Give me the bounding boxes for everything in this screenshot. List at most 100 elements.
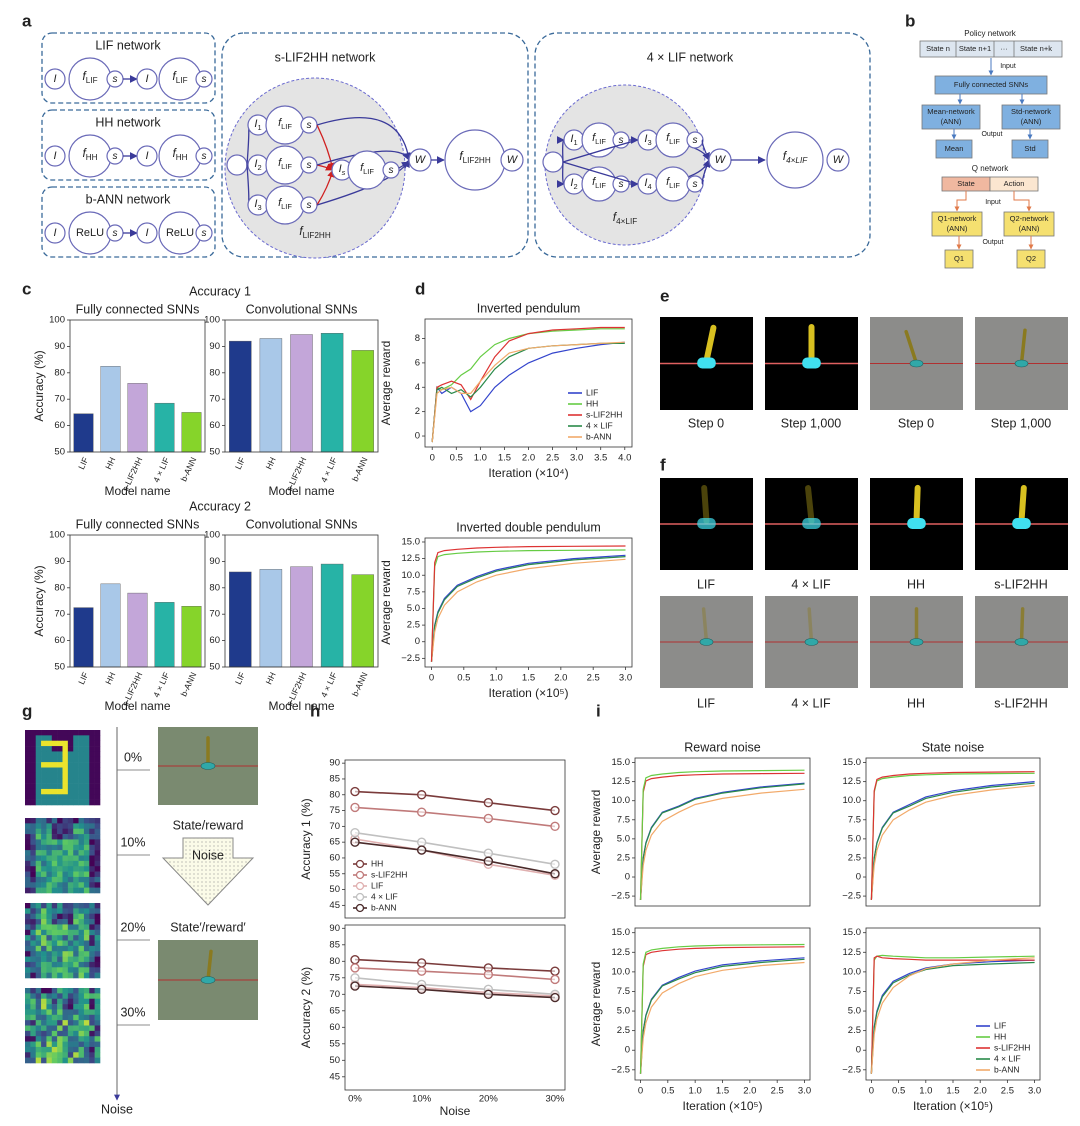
pixel — [57, 882, 63, 888]
block — [944, 249, 974, 269]
pixel — [35, 1030, 42, 1037]
pixel — [25, 908, 31, 915]
node-label: fLIF2HH — [459, 149, 491, 165]
label-part: I — [145, 73, 148, 85]
pixel — [67, 767, 74, 774]
data-point — [550, 966, 560, 976]
label-part: 4×LIF — [786, 156, 808, 165]
pixel — [73, 940, 79, 947]
label-part: I — [644, 133, 647, 145]
pixel — [78, 940, 85, 947]
pixel — [67, 1036, 74, 1042]
node-label: s — [202, 228, 207, 239]
pixel — [73, 788, 79, 795]
x-tick-label: 3.5 — [594, 453, 607, 464]
pixel — [46, 850, 53, 856]
node-label: I3 — [644, 133, 651, 147]
label: State n — [926, 44, 950, 53]
y-axis-label: Average reward — [379, 341, 393, 426]
pixel — [25, 1020, 31, 1026]
y-tick-label: 12.5 — [402, 553, 421, 564]
pixel — [35, 1046, 42, 1053]
pixel — [67, 935, 74, 941]
pixel — [57, 1014, 63, 1021]
chart-title: Reward noise — [684, 740, 760, 754]
pixel — [57, 1046, 63, 1053]
series-line — [354, 806, 556, 828]
pixel — [46, 871, 53, 878]
label-part: HH — [86, 153, 98, 162]
pixel — [46, 788, 53, 795]
pixel — [41, 788, 47, 795]
pixel — [67, 929, 74, 936]
node-label: I — [145, 150, 148, 162]
pixel — [30, 794, 37, 800]
pixel — [78, 772, 85, 779]
pixel — [67, 951, 74, 957]
pixel — [35, 998, 42, 1005]
pixel — [89, 844, 95, 851]
pixel — [25, 876, 31, 883]
pixel — [51, 967, 58, 973]
pixel — [25, 772, 31, 779]
pixel — [73, 1004, 79, 1010]
pixel — [51, 871, 58, 878]
pixel — [73, 935, 79, 941]
pixel — [35, 751, 42, 758]
label-part: f — [592, 176, 596, 188]
pixel — [51, 1009, 58, 1016]
pixel — [57, 913, 63, 920]
pixel — [51, 794, 58, 800]
pole — [703, 324, 717, 364]
label-part: 3 — [257, 203, 261, 212]
plot-frame — [69, 319, 206, 453]
pixel — [30, 788, 37, 795]
label-part: I — [254, 198, 257, 210]
x-tick-label: HH — [103, 456, 117, 471]
pixel — [25, 866, 31, 872]
pixel — [41, 1030, 47, 1037]
pixel — [30, 751, 37, 758]
pixel — [51, 788, 58, 795]
node-label: ReLU — [166, 227, 194, 239]
pixel — [78, 1030, 85, 1037]
pixel — [25, 903, 31, 909]
pixel — [30, 967, 37, 973]
pixel — [57, 1020, 63, 1026]
bar — [351, 350, 374, 453]
legend-label: HH — [586, 398, 598, 408]
label: 4 × LIF — [791, 696, 831, 710]
pixel — [78, 988, 85, 994]
pixel — [94, 818, 101, 824]
pixel — [41, 767, 47, 774]
label-part: I — [644, 177, 647, 189]
input-node — [44, 222, 66, 244]
pixel — [41, 794, 47, 800]
label: 20% — [120, 920, 145, 934]
pixel — [89, 834, 95, 840]
pixel — [41, 998, 47, 1005]
pixel — [46, 834, 53, 840]
pixel — [78, 929, 85, 936]
pixel — [46, 799, 53, 806]
data-point — [416, 790, 427, 800]
data-point — [350, 837, 360, 847]
spike-node — [195, 147, 213, 165]
pixel — [57, 783, 63, 790]
pixel — [94, 844, 101, 851]
label-part: f — [82, 69, 87, 83]
pixel — [83, 961, 90, 968]
chart-title: Convolutional SNNs — [246, 302, 358, 316]
y-tick-label: 65 — [329, 837, 340, 848]
y-tick-label: 2.5 — [848, 852, 861, 863]
pixel — [51, 767, 58, 774]
label: Std-network — [1011, 107, 1051, 116]
pixel — [51, 945, 58, 952]
pixel — [67, 1046, 74, 1053]
pixel — [78, 794, 85, 800]
pixel — [46, 908, 53, 915]
pixel — [30, 746, 37, 752]
y-tick-label: 55 — [329, 868, 340, 879]
y-tick-label: 80 — [329, 789, 340, 800]
cart — [802, 518, 821, 529]
